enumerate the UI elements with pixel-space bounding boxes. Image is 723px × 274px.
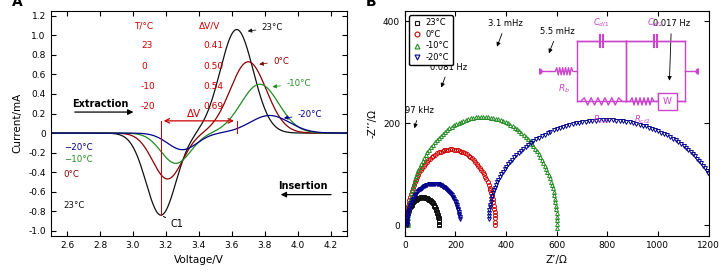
Y-axis label: -Z’’/Ω: -Z’’/Ω	[367, 109, 377, 138]
Legend: 23°C, 0°C, -10°C, -20°C: 23°C, 0°C, -10°C, -20°C	[409, 15, 453, 65]
Text: $R_{ct1}$: $R_{ct1}$	[594, 113, 609, 126]
Text: 0: 0	[141, 62, 147, 70]
Text: 0.54: 0.54	[203, 82, 223, 91]
Text: Insertion: Insertion	[278, 181, 328, 191]
Text: $C_{dl1}$: $C_{dl1}$	[594, 16, 609, 29]
Text: 0.69: 0.69	[203, 102, 223, 111]
Text: -20°C: -20°C	[285, 110, 322, 119]
Text: B: B	[365, 0, 376, 9]
Text: A: A	[12, 0, 23, 9]
Text: 97 kHz: 97 kHz	[405, 106, 434, 127]
Text: -10: -10	[141, 82, 155, 91]
Text: −20°C: −20°C	[64, 143, 93, 152]
X-axis label: Voltage/V: Voltage/V	[174, 255, 223, 265]
Text: $C_{dl2}$: $C_{dl2}$	[647, 16, 664, 29]
Text: ΔV/V: ΔV/V	[199, 21, 221, 30]
Text: 0.50: 0.50	[203, 62, 223, 70]
Text: 3.1 mHz: 3.1 mHz	[489, 19, 523, 46]
Y-axis label: Current/mA: Current/mA	[12, 93, 22, 153]
Text: 0.017 Hz: 0.017 Hz	[653, 19, 690, 80]
Text: W: W	[663, 97, 672, 106]
Text: −10°C: −10°C	[64, 155, 93, 164]
Text: -10°C: -10°C	[273, 79, 311, 88]
Text: 23: 23	[141, 41, 153, 50]
Text: -20: -20	[141, 102, 155, 111]
Text: $R_b$: $R_b$	[558, 82, 570, 95]
X-axis label: Z’/Ω: Z’/Ω	[546, 255, 568, 265]
FancyBboxPatch shape	[658, 93, 677, 110]
Text: 0°C: 0°C	[64, 170, 80, 179]
Text: 23°C: 23°C	[64, 201, 85, 210]
Text: 0.081 Hz: 0.081 Hz	[430, 63, 467, 87]
Text: $R_{ct2}$: $R_{ct2}$	[634, 113, 650, 126]
Text: Extraction: Extraction	[72, 99, 129, 109]
Text: ΔV: ΔV	[187, 109, 202, 119]
Text: 23°C: 23°C	[249, 24, 283, 33]
Text: T/°C: T/°C	[134, 21, 153, 30]
Text: C1: C1	[163, 216, 184, 229]
Text: 0.41: 0.41	[203, 41, 223, 50]
Text: 5.5 mHz: 5.5 mHz	[540, 27, 575, 52]
Text: 0°C: 0°C	[260, 57, 288, 66]
